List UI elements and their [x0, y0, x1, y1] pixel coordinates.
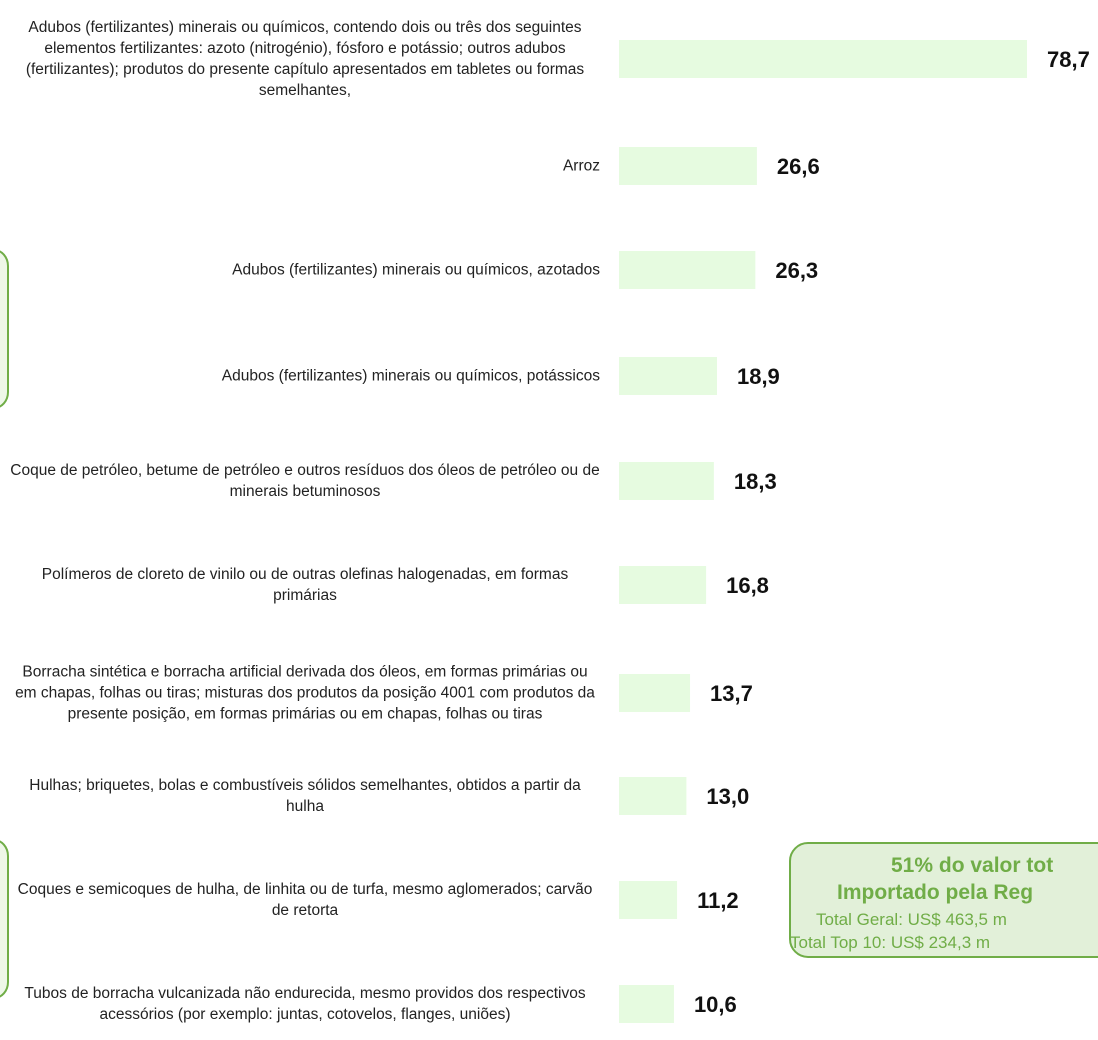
category-label: Coque de petróleo, betume de petróleo e …	[10, 462, 600, 500]
value-label: 11,2	[697, 888, 739, 913]
bar	[619, 881, 678, 919]
bar	[619, 462, 714, 500]
bar	[619, 985, 674, 1023]
value-label: 13,0	[706, 784, 749, 809]
category-label: Borracha sintética e borracha artificial…	[15, 663, 595, 723]
category-label: Coques e semicoques de hulha, de linhita…	[17, 881, 593, 919]
summary-box	[789, 842, 1098, 958]
annotation-line: Total Geral: US$ 463,5 m	[816, 910, 1007, 929]
bar	[619, 777, 687, 815]
bar	[619, 357, 717, 395]
side-box	[0, 250, 9, 408]
value-label: 26,6	[777, 154, 820, 179]
bar	[619, 147, 757, 185]
annotation-line: Importado pela Reg	[837, 881, 1033, 904]
bar	[619, 566, 707, 604]
annotation-line: 51% do valor tot	[891, 854, 1053, 877]
category-label: Polímeros de cloreto de vinilo ou de out…	[41, 566, 569, 604]
category-label: Arroz	[562, 157, 600, 175]
value-label: 13,7	[710, 681, 753, 706]
bar	[619, 40, 1027, 78]
value-label: 18,9	[737, 364, 780, 389]
value-label: 26,3	[775, 258, 818, 283]
annotation-line: Total Top 10: US$ 234,3 m	[790, 933, 990, 952]
bar	[619, 674, 691, 712]
category-label: Adubos (fertilizantes) minerais ou quími…	[221, 367, 600, 385]
value-label: 18,3	[734, 469, 777, 494]
side-box	[0, 840, 9, 998]
category-label: Adubos (fertilizantes) minerais ou quími…	[25, 19, 585, 99]
value-label: 78,7	[1047, 47, 1090, 72]
category-label: Hulhas; briquetes, bolas e combustíveis …	[29, 777, 581, 815]
bar	[619, 251, 756, 289]
value-label: 16,8	[726, 573, 769, 598]
category-label: Tubos de borracha vulcanizada não endure…	[24, 985, 586, 1023]
category-label: Adubos (fertilizantes) minerais ou quími…	[232, 261, 600, 279]
value-label: 10,6	[694, 992, 737, 1017]
